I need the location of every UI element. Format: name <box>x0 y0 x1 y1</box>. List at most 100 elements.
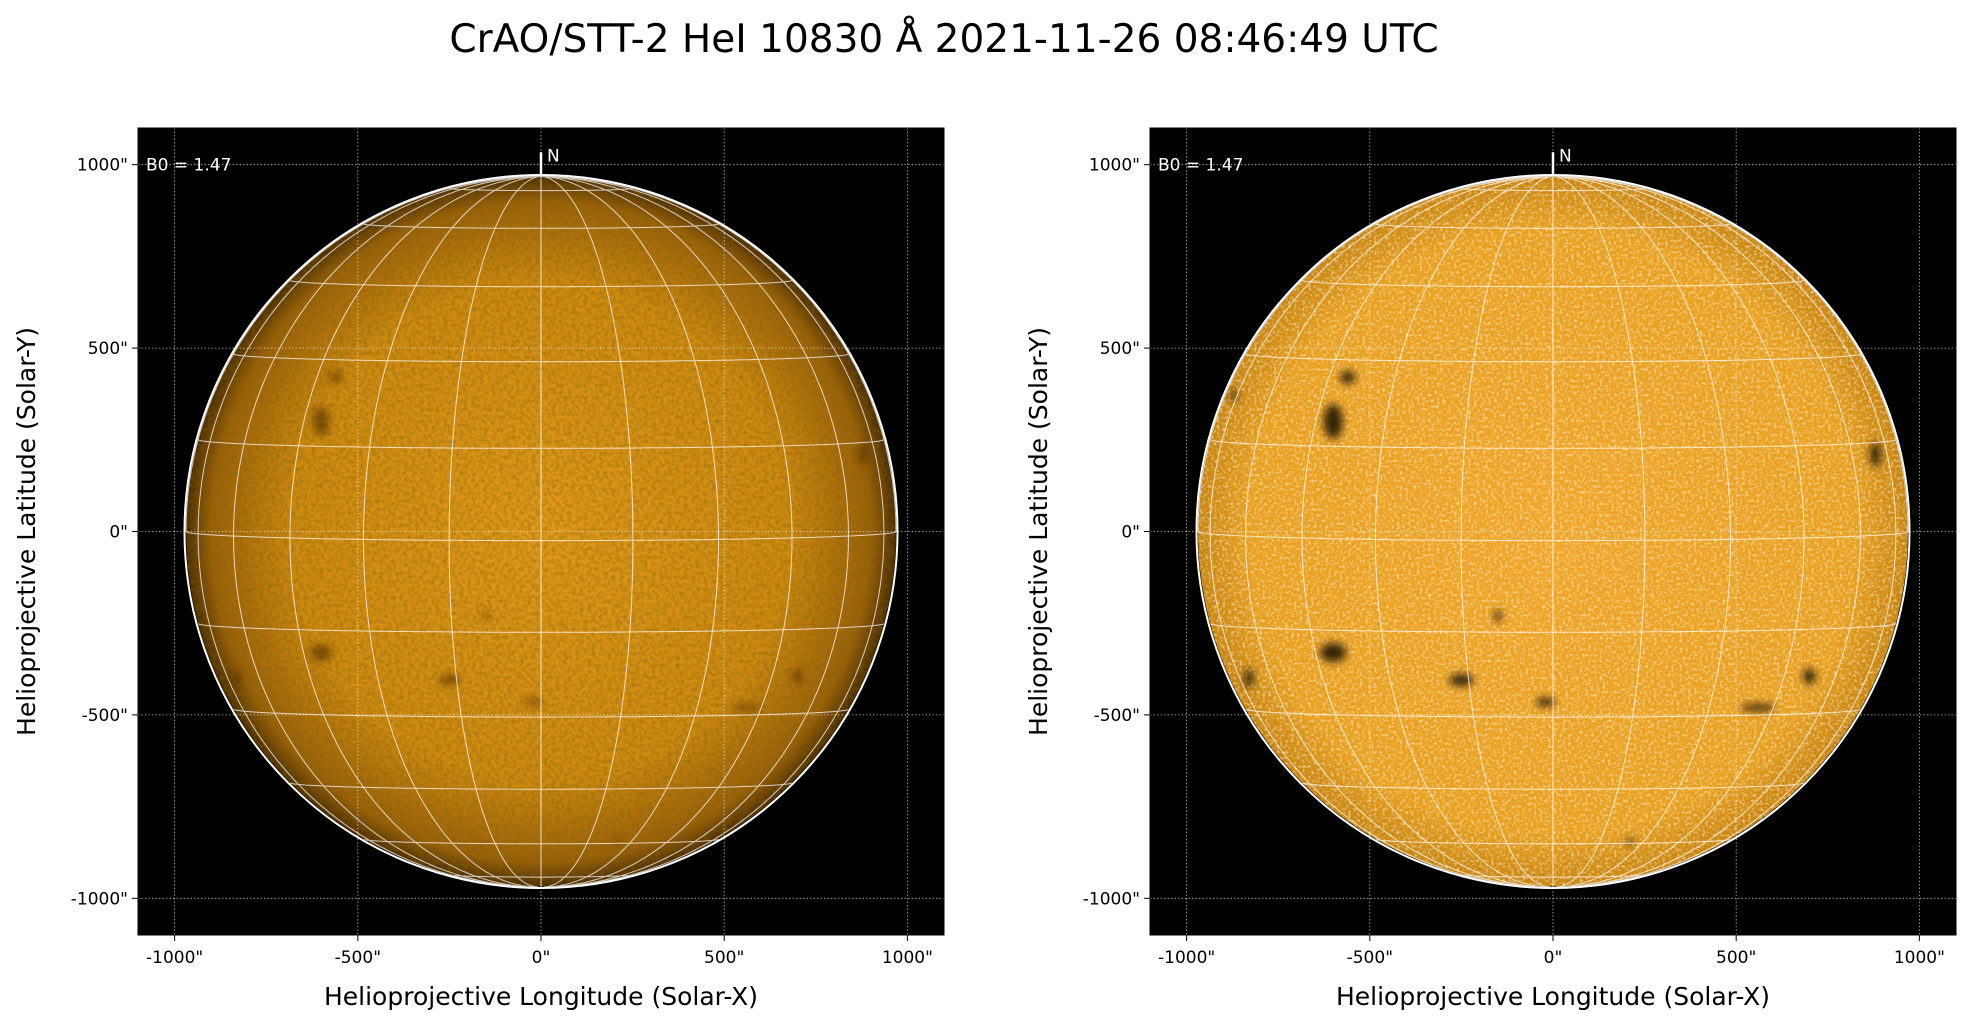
filament <box>1323 403 1343 440</box>
parallel <box>362 223 720 229</box>
parallel <box>233 353 849 363</box>
x-axis-label: Helioprojective Longitude (Solar-X) <box>324 982 758 1011</box>
filament <box>1494 609 1502 623</box>
parallel <box>449 874 633 878</box>
x-tick-label: 0" <box>532 948 551 968</box>
parallel <box>1375 839 1731 845</box>
x-tick-label: 500" <box>1716 948 1756 968</box>
y-tick-label: 0" <box>1121 523 1140 543</box>
y-tick-label: 1000" <box>1089 156 1140 176</box>
meridian <box>1301 175 1554 887</box>
meridian <box>540 175 885 886</box>
y-tick-label: -500" <box>82 706 128 726</box>
meridian <box>1552 175 1646 888</box>
parallel <box>363 839 719 845</box>
dark-features <box>1230 371 1881 845</box>
parallel <box>448 187 634 192</box>
filament <box>1536 697 1556 707</box>
x-tick-label: 1000" <box>882 948 933 968</box>
meridian <box>1552 175 1861 887</box>
meridian <box>197 175 542 886</box>
north-label: N <box>547 146 560 166</box>
y-tick-label: -1000" <box>1083 889 1140 909</box>
parallel <box>289 782 793 790</box>
x-tick-label: -500" <box>1347 948 1393 968</box>
dark-features <box>219 372 868 844</box>
meridian <box>1552 175 1732 888</box>
x-tick-label: 0" <box>1544 948 1563 968</box>
filament <box>1803 668 1816 685</box>
filament <box>1740 704 1776 712</box>
x-tick-label: -1000" <box>1158 948 1215 968</box>
meridian <box>1460 175 1554 888</box>
meridian <box>362 175 542 888</box>
parallel <box>185 531 897 542</box>
filament <box>1870 442 1881 467</box>
parallel <box>1245 708 1861 718</box>
filament <box>439 674 460 686</box>
meridian <box>1374 175 1554 888</box>
filament <box>233 670 241 687</box>
meridian <box>540 175 849 887</box>
x-tick-label: -500" <box>335 948 381 968</box>
filament <box>859 444 868 465</box>
figure-title: CrAO/STT-2 HeI 10830 Å 2021-11-26 08:46:… <box>449 15 1438 62</box>
filament <box>525 698 542 706</box>
filament <box>614 839 622 844</box>
y-axis-label: Helioprojective Latitude (Solar-Y) <box>12 327 41 736</box>
filament <box>1244 668 1254 688</box>
meridian <box>1245 175 1554 887</box>
x-tick-label: -1000" <box>146 948 203 968</box>
meridian <box>540 175 720 888</box>
meridian <box>233 175 542 887</box>
b0-annotation: B0 = 1.47 <box>1158 156 1243 176</box>
north-label: N <box>1559 146 1572 166</box>
parallel <box>233 708 849 718</box>
parallel <box>198 623 884 633</box>
y-tick-label: 500" <box>1100 339 1140 359</box>
y-tick-label: -500" <box>1094 706 1140 726</box>
filament <box>792 669 803 683</box>
panel-2: N B0 = 1.47 -1000" -1000" -500" -500" 0" 0" 500"… <box>1024 127 1957 1011</box>
parallel <box>1209 439 1897 449</box>
parallel <box>197 439 885 449</box>
y-tick-label: -1000" <box>71 889 128 909</box>
parallel <box>1245 353 1861 363</box>
y-tick-label: 500" <box>88 339 128 359</box>
filament <box>1449 673 1474 687</box>
x-tick-label: 500" <box>704 948 744 968</box>
parallel <box>289 280 793 288</box>
heliographic-grid <box>1197 175 1909 888</box>
filament <box>1625 838 1635 845</box>
parallel <box>1374 223 1732 229</box>
parallel <box>1210 623 1896 633</box>
solar-limb <box>183 173 899 890</box>
panel-1: N B0 = 1.47 -1000" -1000" -500" -500" 0" 0" 500"… <box>12 127 945 1011</box>
x-axis-label: Helioprojective Longitude (Solar-X) <box>1336 982 1770 1011</box>
b0-annotation: B0 = 1.47 <box>146 156 231 176</box>
filament <box>313 406 330 437</box>
filament <box>329 372 343 383</box>
parallel <box>1301 782 1805 790</box>
meridian <box>540 175 634 888</box>
y-tick-label: 1000" <box>77 156 128 176</box>
y-axis-label: Helioprojective Latitude (Solar-Y) <box>1024 327 1053 736</box>
solar-limb <box>1195 173 1911 890</box>
parallel <box>1461 874 1645 878</box>
meridian <box>1209 175 1554 886</box>
filament <box>731 704 761 711</box>
heliographic-grid <box>185 175 897 888</box>
filament <box>1339 371 1356 384</box>
parallel <box>1301 280 1805 288</box>
parallel <box>1197 531 1909 542</box>
meridian <box>1552 175 1897 886</box>
meridian <box>289 175 542 887</box>
filament <box>1319 642 1347 663</box>
meridian <box>448 175 542 888</box>
meridian <box>1552 175 1805 887</box>
filament <box>483 610 489 621</box>
parallel <box>1460 187 1646 192</box>
x-tick-label: 1000" <box>1894 948 1945 968</box>
filament <box>310 644 333 661</box>
